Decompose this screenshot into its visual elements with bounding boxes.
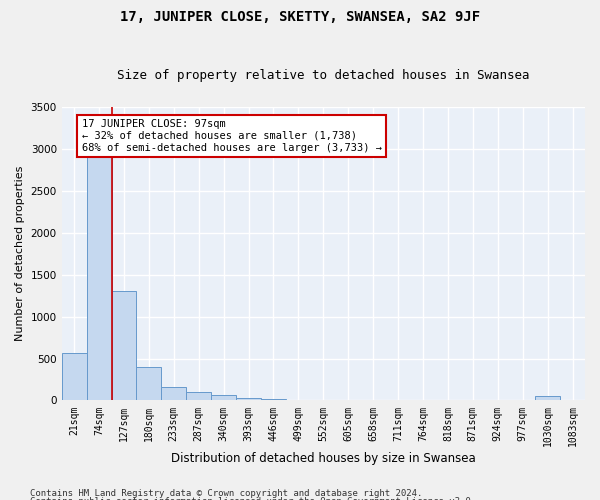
Bar bbox=[161, 388, 186, 400]
Bar bbox=[112, 290, 136, 401]
Bar bbox=[62, 352, 86, 401]
X-axis label: Distribution of detached houses by size in Swansea: Distribution of detached houses by size … bbox=[171, 452, 476, 465]
Text: 17 JUNIPER CLOSE: 97sqm
← 32% of detached houses are smaller (1,738)
68% of semi: 17 JUNIPER CLOSE: 97sqm ← 32% of detache… bbox=[82, 120, 382, 152]
Text: Contains HM Land Registry data © Crown copyright and database right 2024.: Contains HM Land Registry data © Crown c… bbox=[30, 488, 422, 498]
Bar bbox=[211, 396, 236, 400]
Bar bbox=[186, 392, 211, 400]
Bar bbox=[86, 156, 112, 400]
Text: Contains public sector information licensed under the Open Government Licence v3: Contains public sector information licen… bbox=[30, 498, 476, 500]
Bar bbox=[136, 367, 161, 400]
Bar bbox=[261, 399, 286, 400]
Title: Size of property relative to detached houses in Swansea: Size of property relative to detached ho… bbox=[117, 69, 530, 82]
Y-axis label: Number of detached properties: Number of detached properties bbox=[15, 166, 25, 342]
Bar bbox=[535, 396, 560, 400]
Bar bbox=[236, 398, 261, 400]
Text: 17, JUNIPER CLOSE, SKETTY, SWANSEA, SA2 9JF: 17, JUNIPER CLOSE, SKETTY, SWANSEA, SA2 … bbox=[120, 10, 480, 24]
